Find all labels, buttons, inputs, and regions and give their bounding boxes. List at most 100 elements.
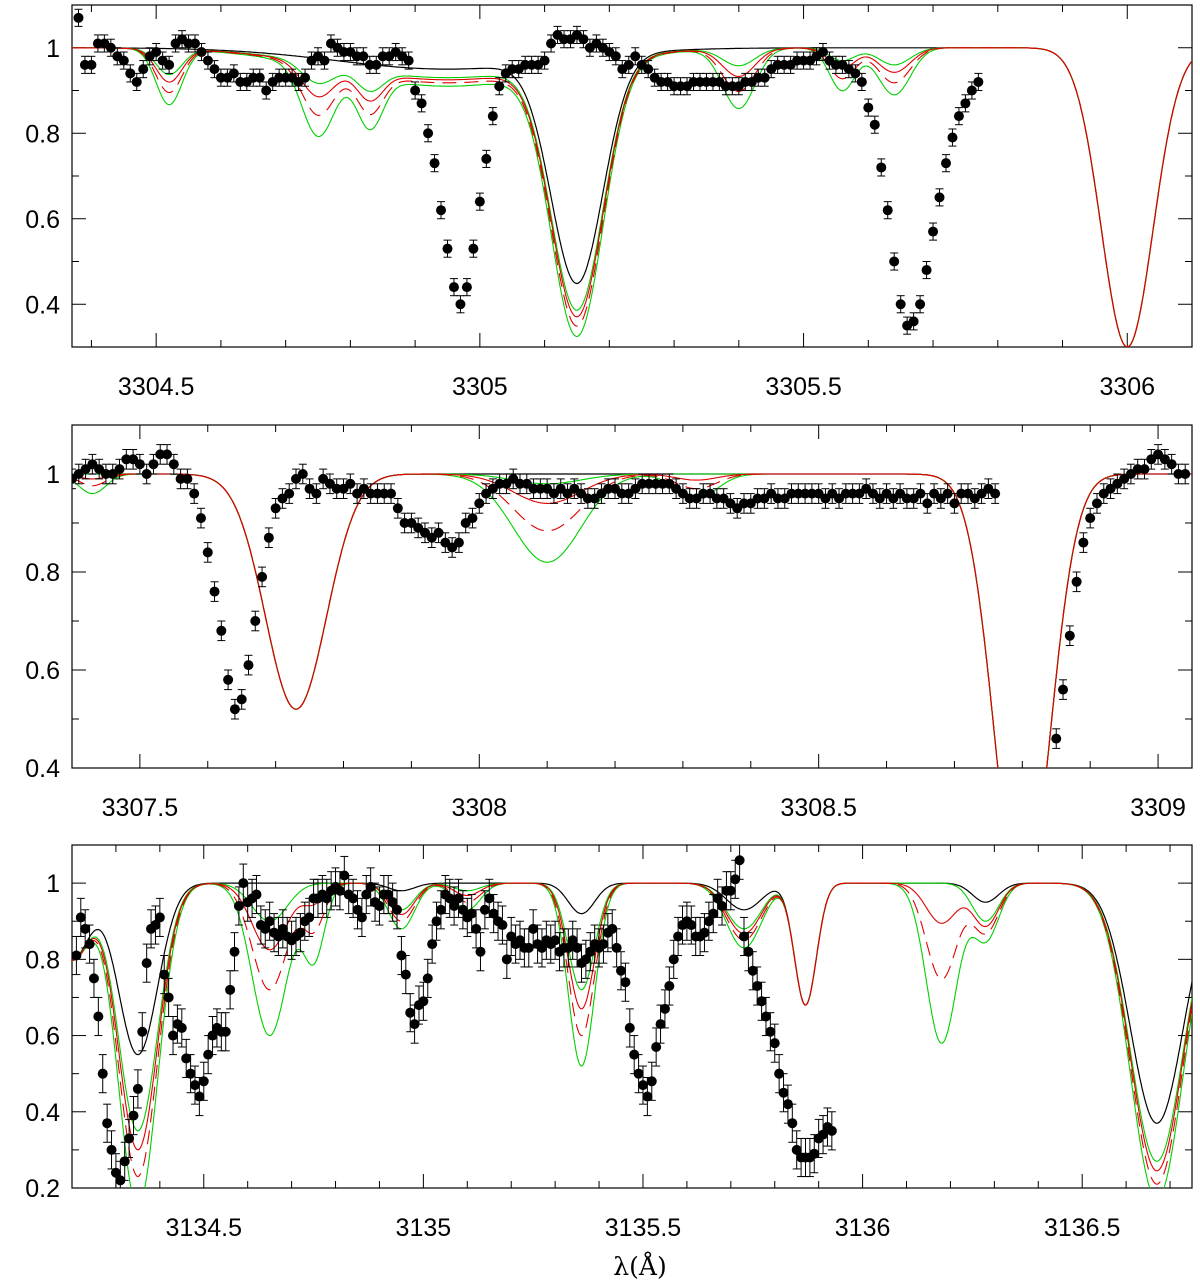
data-point xyxy=(668,954,679,965)
data-point xyxy=(818,1129,829,1140)
x-tick-label: 3306 xyxy=(1099,373,1155,401)
plot-frame xyxy=(71,424,1193,769)
data-point xyxy=(216,625,227,636)
data-point xyxy=(72,950,82,961)
data-point xyxy=(928,226,939,237)
data-point xyxy=(131,76,142,87)
data-point xyxy=(319,55,330,66)
data-point xyxy=(655,1019,666,1030)
data-point xyxy=(93,1011,104,1022)
plot-area xyxy=(72,845,1192,1188)
data-point xyxy=(563,942,574,953)
data-point xyxy=(202,547,213,558)
data-point xyxy=(427,939,438,950)
data-point xyxy=(431,916,442,927)
model-curve-red-solid xyxy=(72,473,1192,768)
data-point xyxy=(607,923,618,934)
data-point xyxy=(611,942,622,953)
data-point xyxy=(765,1026,776,1037)
data-point xyxy=(189,488,200,499)
data-point xyxy=(392,503,403,514)
data-point xyxy=(80,923,91,934)
data-point xyxy=(371,59,382,70)
data-point xyxy=(481,153,492,164)
data-point xyxy=(528,923,539,934)
data-point xyxy=(358,51,369,62)
y-tick-label: 1 xyxy=(46,870,60,898)
data-point xyxy=(168,1030,179,1041)
data-point xyxy=(630,51,641,62)
data-point xyxy=(922,498,933,509)
data-point xyxy=(882,205,893,216)
data-point xyxy=(449,900,460,911)
y-tick-label: 0.2 xyxy=(25,1175,60,1203)
data-point xyxy=(817,47,828,58)
data-point xyxy=(646,1076,657,1087)
data-point xyxy=(84,939,95,950)
data-point xyxy=(686,920,697,931)
data-point xyxy=(403,55,414,66)
data-point xyxy=(386,488,397,499)
y-tick-label: 0.4 xyxy=(25,1099,60,1127)
y-tick-label: 0.6 xyxy=(25,1023,60,1051)
data-point xyxy=(182,473,193,484)
data-point xyxy=(361,889,372,900)
data-point xyxy=(455,299,466,310)
data-point xyxy=(321,893,332,904)
data-point xyxy=(311,488,322,499)
data-point xyxy=(1064,630,1075,641)
data-point xyxy=(410,85,421,96)
data-point xyxy=(487,111,498,122)
data-point xyxy=(960,98,971,109)
data-point xyxy=(474,196,485,207)
y-tick-label: 0.8 xyxy=(25,120,60,148)
data-point xyxy=(141,958,152,969)
data-point xyxy=(791,1144,802,1155)
data-point xyxy=(223,674,234,685)
data-point xyxy=(185,1068,196,1079)
data-point xyxy=(115,1175,126,1186)
data-point xyxy=(739,931,749,942)
data-point xyxy=(444,893,455,904)
data-point xyxy=(352,904,363,915)
data-point xyxy=(254,72,265,83)
data-point xyxy=(88,973,99,984)
data-point xyxy=(725,885,736,896)
data-point xyxy=(467,513,478,524)
data-point xyxy=(114,464,125,475)
data-point xyxy=(759,72,770,83)
data-point xyxy=(125,68,136,79)
data-point xyxy=(1085,513,1096,524)
data-point xyxy=(915,299,926,310)
data-point xyxy=(488,908,499,919)
data-point xyxy=(453,893,464,904)
data-point xyxy=(442,243,453,254)
x-tick-label: 3135.5 xyxy=(605,1214,681,1242)
data-point xyxy=(110,1167,121,1178)
model-curve-red-dashed xyxy=(72,473,1192,768)
data-point xyxy=(409,1019,420,1030)
data-point xyxy=(895,299,906,310)
data-point xyxy=(374,900,385,911)
data-point xyxy=(263,532,274,543)
data-point xyxy=(418,996,429,1007)
data-point xyxy=(300,72,311,83)
data-point xyxy=(159,969,170,980)
y-tick-label: 0.8 xyxy=(25,559,60,587)
plot-area xyxy=(72,444,1192,768)
data-point xyxy=(876,162,887,173)
data-point xyxy=(457,904,468,915)
data-point xyxy=(953,111,964,122)
data-point xyxy=(942,488,953,499)
data-point xyxy=(203,1049,214,1060)
data-point xyxy=(118,55,129,66)
data-point xyxy=(1051,733,1062,744)
data-point xyxy=(128,1110,139,1121)
data-point xyxy=(921,265,932,276)
data-point xyxy=(207,1030,218,1041)
data-point xyxy=(787,1118,798,1129)
data-point xyxy=(550,935,561,946)
data-point xyxy=(416,98,427,109)
data-point xyxy=(151,47,162,58)
data-point xyxy=(616,965,627,976)
